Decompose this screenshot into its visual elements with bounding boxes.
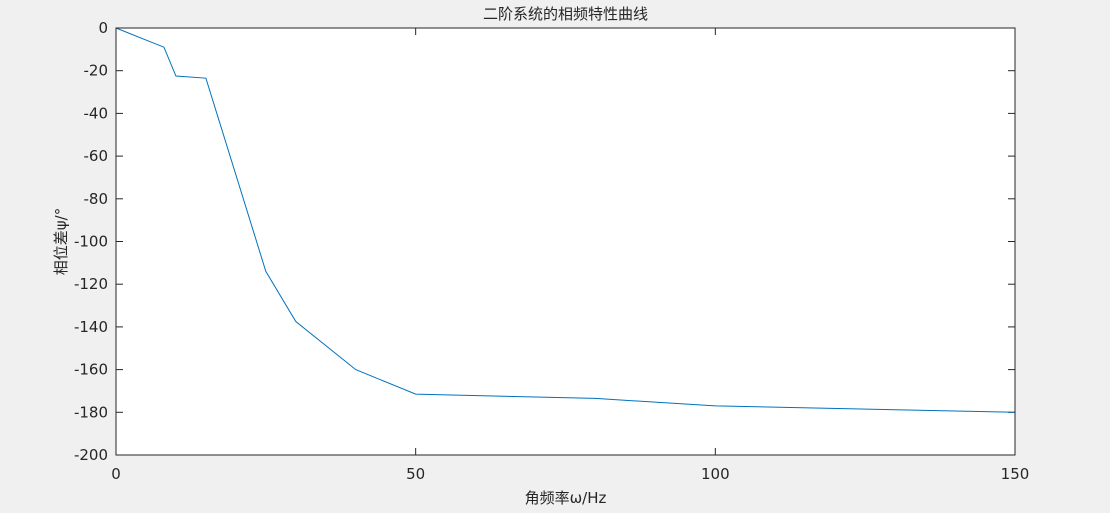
x-tick-label: 50 [406, 465, 425, 483]
y-tick-label: -100 [74, 233, 108, 251]
y-tick-label: -120 [74, 275, 108, 293]
x-tick-label: 0 [111, 465, 121, 483]
x-tick-label: 150 [1001, 465, 1030, 483]
plot-frame [115, 27, 1016, 456]
x-axis-label: 角频率ω/Hz [525, 489, 607, 507]
y-tick-label: -40 [84, 104, 109, 122]
y-tick-label: -140 [74, 318, 108, 336]
chart-title: 二阶系统的相频特性曲线 [483, 5, 648, 23]
plot-area [116, 28, 1015, 455]
y-tick-label: -60 [84, 147, 109, 165]
y-tick-label: -200 [74, 446, 108, 464]
phase-series-line [115, 27, 1016, 413]
y-ticks: 0 -20 -40 -60 -80 -100 -120 -140 -160 -180 -200 [74, 19, 1015, 464]
x-ticks: 0 50 100 150 [111, 28, 1029, 483]
y-tick-label: -160 [74, 361, 108, 379]
y-tick-label: -80 [84, 190, 109, 208]
x-tick-label: 100 [701, 465, 730, 483]
y-tick-label: -180 [74, 403, 108, 421]
y-tick-label: -20 [84, 62, 109, 80]
y-axis-label: 相位差ψ/° [52, 208, 70, 275]
series-group [115, 27, 1016, 413]
y-tick-label: 0 [98, 19, 108, 37]
